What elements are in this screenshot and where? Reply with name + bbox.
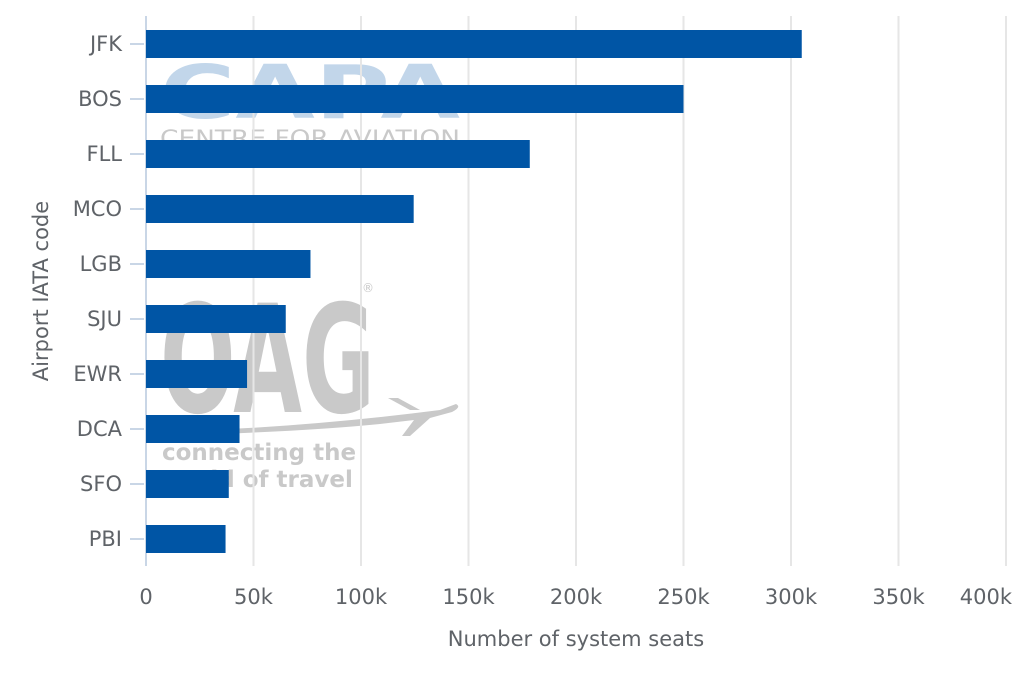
y-tick-label: LGB <box>80 252 122 276</box>
y-tick-label: EWR <box>73 362 122 386</box>
y-tick-label: SFO <box>80 472 122 496</box>
y-tick-label: MCO <box>73 197 122 221</box>
bar-pbi <box>146 525 226 553</box>
x-tick-label: 300k <box>765 585 818 609</box>
bar-lgb <box>146 250 311 278</box>
x-tick-label: 150k <box>442 585 495 609</box>
x-tick-label: 350k <box>872 585 925 609</box>
y-tick-label: JFK <box>88 32 123 56</box>
bar-ewr <box>146 360 248 388</box>
bar-fll <box>146 140 530 168</box>
y-tick-label: FLL <box>87 142 123 166</box>
x-tick-label: 250k <box>657 585 710 609</box>
x-axis-title: Number of system seats <box>448 627 704 651</box>
x-tick-label: 200k <box>550 585 603 609</box>
svg-text:®: ® <box>362 281 374 295</box>
x-axis-ticks: 0 50k 100k 150k 200k 250k 300k 350k 400k <box>139 585 1013 609</box>
bar-sfo <box>146 470 229 498</box>
x-tick-label: 100k <box>335 585 388 609</box>
y-tick-label: DCA <box>77 417 123 441</box>
bar-jfk <box>146 30 802 58</box>
bar-dca <box>146 415 240 443</box>
y-tick-label: SJU <box>87 307 122 331</box>
x-tick-label: 400k <box>960 585 1013 609</box>
bar-bos <box>146 85 684 113</box>
y-axis-title: Airport IATA code <box>29 201 53 381</box>
x-tick-label: 0 <box>139 585 152 609</box>
svg-text:connecting the: connecting the <box>162 440 356 466</box>
bars <box>146 30 802 553</box>
bar-sju <box>146 305 286 333</box>
bar-mco <box>146 195 414 223</box>
x-tick-label: 50k <box>234 585 274 609</box>
y-axis-ticks: JFK BOS FLL MCO LGB SJU EWR DCA SFO PBI <box>73 32 144 551</box>
y-tick-label: BOS <box>78 87 122 111</box>
y-tick-label: PBI <box>89 527 122 551</box>
